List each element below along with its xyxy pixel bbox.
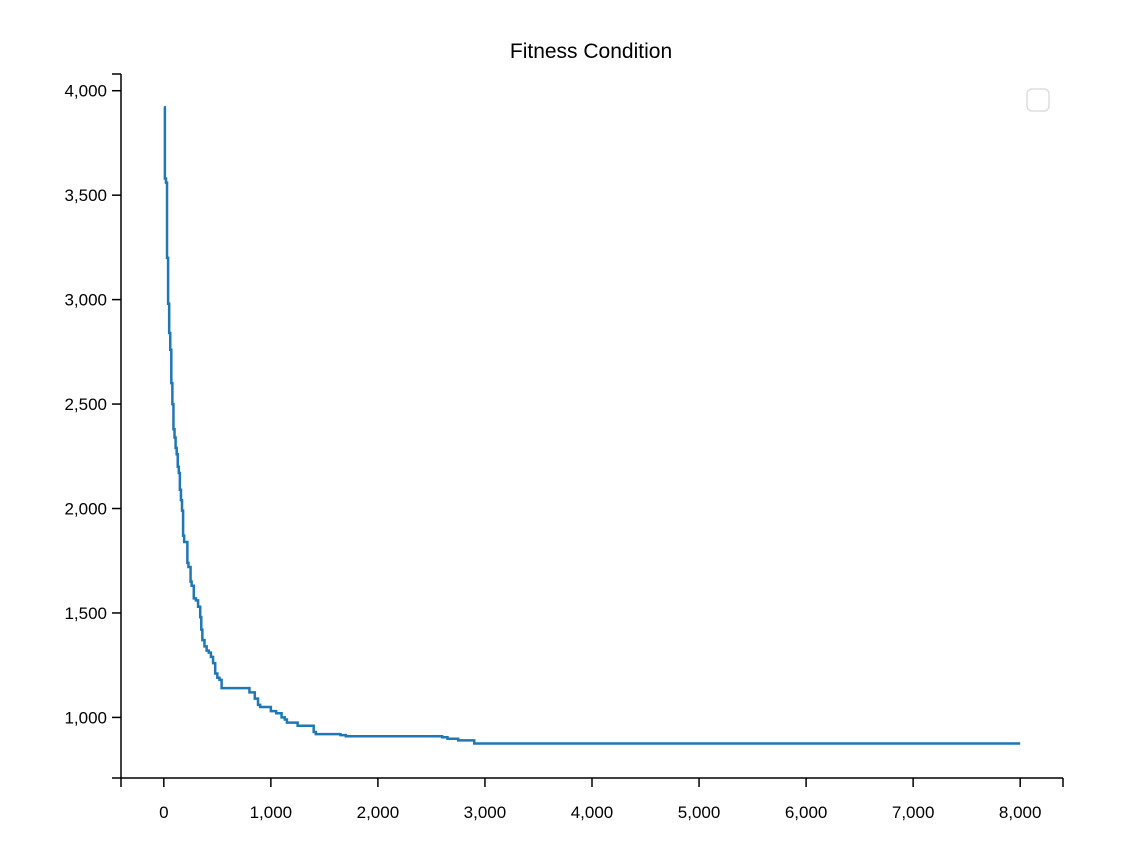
x-tick-label: 0 [159, 803, 168, 822]
x-tick-label: 4,000 [571, 803, 614, 822]
y-tick-label: 4,000 [64, 82, 107, 101]
y-tick-label: 3,000 [64, 291, 107, 310]
x-tick-label: 2,000 [357, 803, 400, 822]
legend [1026, 88, 1050, 112]
series-line [163, 106, 1021, 745]
chart-title: Fitness Condition [510, 40, 672, 63]
x-tick-label: 7,000 [892, 803, 935, 822]
y-tick-label: 1,000 [64, 708, 107, 727]
y-tick-label: 2,000 [64, 500, 107, 519]
y-tick-label: 2,500 [64, 395, 107, 414]
y-axis: 1,000 1,500 2,000 2,500 3,000 3,500 4,000 [64, 73, 121, 779]
x-tick-label: 8,000 [999, 803, 1042, 822]
legend-box [1026, 88, 1050, 112]
y-tick-label: 3,500 [64, 186, 107, 205]
x-tick-label: 3,000 [464, 803, 507, 822]
x-tick-label: 5,000 [678, 803, 721, 822]
x-tick-label: 6,000 [785, 803, 828, 822]
y-tick-label: 1,500 [64, 604, 107, 623]
x-axis: 0 1,000 2,000 3,000 4,000 5,000 6,000 7,000 8,00… [120, 778, 1064, 822]
x-tick-label: 1,000 [250, 803, 293, 822]
